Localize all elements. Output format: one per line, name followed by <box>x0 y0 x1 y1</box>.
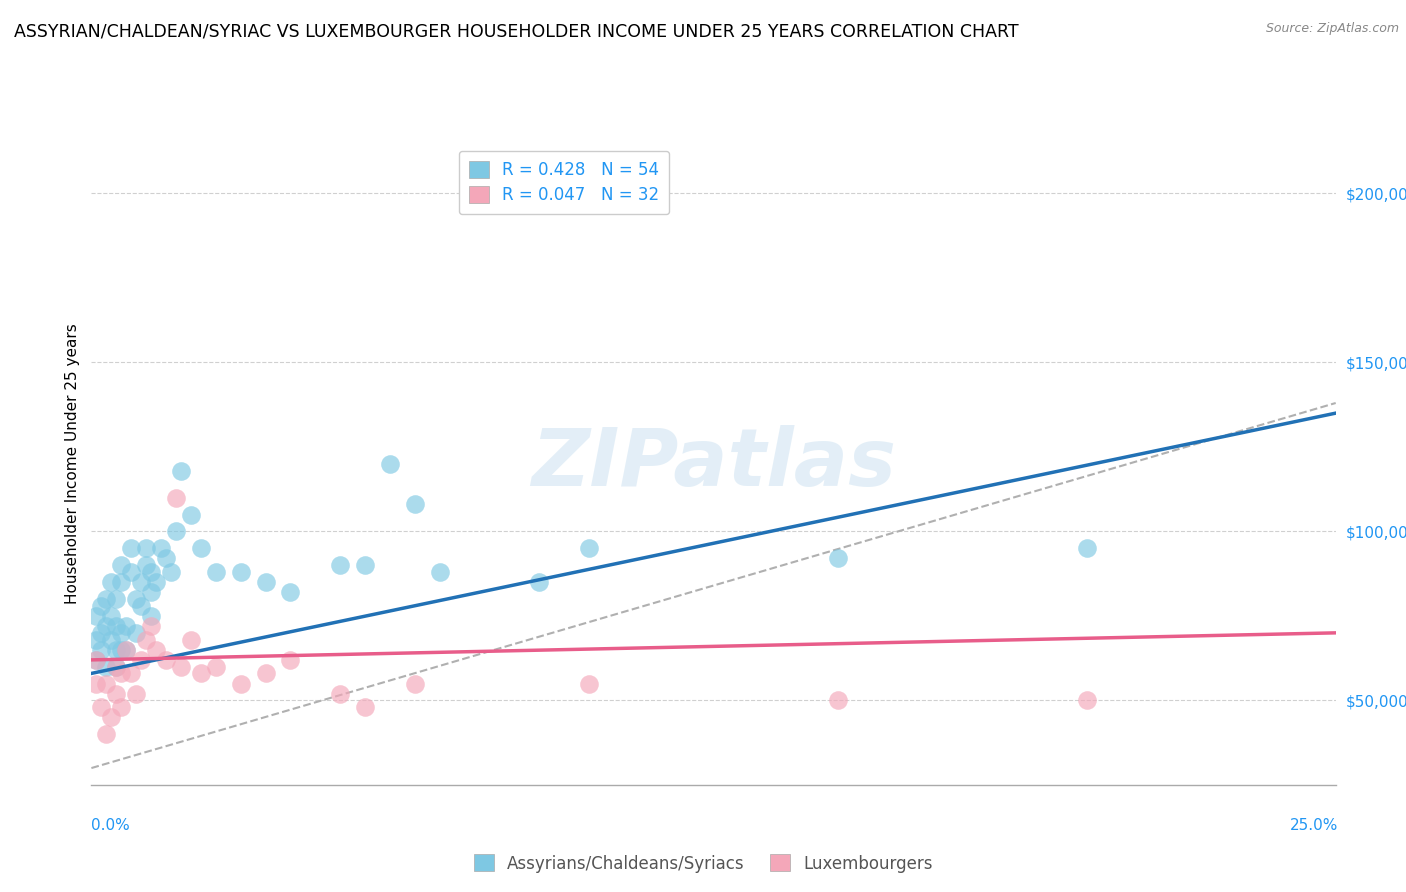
Point <box>378 457 401 471</box>
Point <box>827 693 849 707</box>
Point <box>86 609 108 624</box>
Point <box>229 565 252 579</box>
Point <box>115 619 138 633</box>
Point <box>529 575 551 590</box>
Point <box>96 727 118 741</box>
Point <box>129 575 152 590</box>
Point <box>110 558 132 573</box>
Point <box>86 632 108 647</box>
Point <box>96 619 118 633</box>
Point <box>90 642 112 657</box>
Point <box>329 558 352 573</box>
Point <box>329 687 352 701</box>
Y-axis label: Householder Income Under 25 years: Householder Income Under 25 years <box>65 324 80 604</box>
Point <box>354 558 377 573</box>
Point <box>404 676 426 690</box>
Text: ZIPatlas: ZIPatlas <box>531 425 896 503</box>
Point <box>190 541 212 556</box>
Point <box>120 666 142 681</box>
Point <box>125 592 148 607</box>
Point <box>100 632 122 647</box>
Point <box>229 676 252 690</box>
Point <box>190 666 212 681</box>
Point <box>105 687 128 701</box>
Point <box>180 632 202 647</box>
Point <box>429 565 451 579</box>
Point <box>165 491 187 505</box>
Point <box>110 575 132 590</box>
Point <box>110 700 132 714</box>
Point <box>155 653 177 667</box>
Point <box>96 676 118 690</box>
Point <box>86 653 108 667</box>
Point <box>135 632 157 647</box>
Point <box>120 565 142 579</box>
Point <box>86 676 108 690</box>
Text: 25.0%: 25.0% <box>1291 818 1339 832</box>
Point <box>90 625 112 640</box>
Point <box>354 700 377 714</box>
Legend: Assyrians/Chaldeans/Syriacs, Luxembourgers: Assyrians/Chaldeans/Syriacs, Luxembourge… <box>467 847 939 880</box>
Point <box>105 619 128 633</box>
Point <box>90 700 112 714</box>
Point <box>129 599 152 613</box>
Point <box>105 642 128 657</box>
Point <box>170 659 193 673</box>
Legend: R = 0.428   N = 54, R = 0.047   N = 32: R = 0.428 N = 54, R = 0.047 N = 32 <box>458 151 669 214</box>
Point <box>827 551 849 566</box>
Point <box>1076 693 1098 707</box>
Point <box>180 508 202 522</box>
Point <box>125 625 148 640</box>
Point <box>110 642 132 657</box>
Point <box>86 653 108 667</box>
Point <box>100 575 122 590</box>
Point <box>155 551 177 566</box>
Point <box>139 565 162 579</box>
Point <box>145 575 167 590</box>
Point <box>125 687 148 701</box>
Point <box>139 609 162 624</box>
Text: Source: ZipAtlas.com: Source: ZipAtlas.com <box>1265 22 1399 36</box>
Point <box>145 642 167 657</box>
Point <box>135 541 157 556</box>
Point <box>135 558 157 573</box>
Point <box>110 666 132 681</box>
Point <box>280 585 302 599</box>
Point <box>150 541 173 556</box>
Point <box>90 599 112 613</box>
Point <box>139 585 162 599</box>
Point <box>115 642 138 657</box>
Point <box>170 464 193 478</box>
Point <box>120 541 142 556</box>
Point <box>115 642 138 657</box>
Point <box>105 659 128 673</box>
Point <box>280 653 302 667</box>
Point <box>105 592 128 607</box>
Point <box>1076 541 1098 556</box>
Point <box>578 676 600 690</box>
Point <box>205 659 228 673</box>
Point <box>160 565 183 579</box>
Point <box>100 609 122 624</box>
Point <box>96 659 118 673</box>
Point <box>254 666 277 681</box>
Point <box>578 541 600 556</box>
Text: 0.0%: 0.0% <box>91 818 131 832</box>
Point <box>165 524 187 539</box>
Point <box>139 619 162 633</box>
Point <box>100 710 122 724</box>
Point <box>404 497 426 511</box>
Point <box>110 625 132 640</box>
Point <box>96 592 118 607</box>
Point <box>254 575 277 590</box>
Point <box>129 653 152 667</box>
Text: ASSYRIAN/CHALDEAN/SYRIAC VS LUXEMBOURGER HOUSEHOLDER INCOME UNDER 25 YEARS CORRE: ASSYRIAN/CHALDEAN/SYRIAC VS LUXEMBOURGER… <box>14 22 1019 40</box>
Point <box>205 565 228 579</box>
Point <box>105 659 128 673</box>
